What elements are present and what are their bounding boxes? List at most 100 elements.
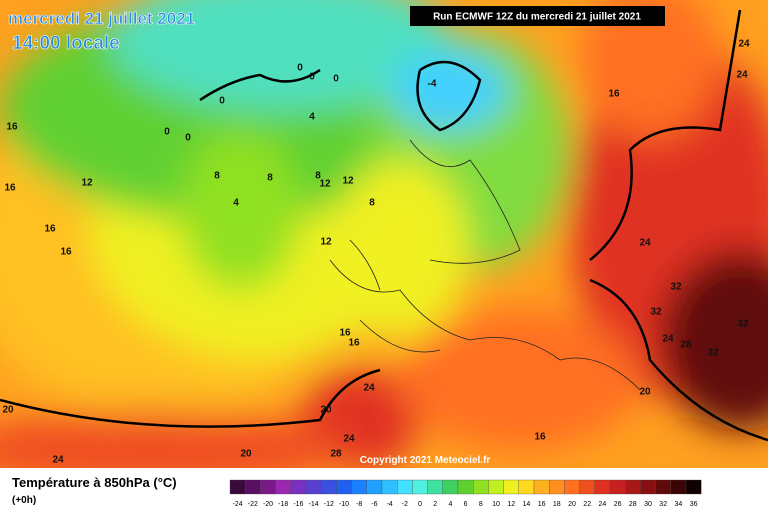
contour-label: 20 — [639, 387, 651, 398]
contour-label: 28 — [680, 340, 692, 351]
scale-tick-label: -10 — [339, 501, 349, 508]
map-title: mercredi 21 juillet 2021 — [8, 9, 195, 28]
scale-swatch — [473, 479, 489, 495]
contour-label: 0 — [164, 127, 170, 138]
scale-swatch — [321, 479, 337, 495]
scale-tick-label: 24 — [599, 501, 607, 508]
scale-tick-label: -20 — [263, 501, 273, 508]
contour-label: 0 — [185, 133, 191, 144]
contour-label: 24 — [738, 39, 750, 50]
contour-label: 8 — [267, 173, 273, 184]
contour-label: 16 — [6, 122, 18, 133]
scale-tick-label: 0 — [418, 501, 422, 508]
scale-swatch — [427, 479, 443, 495]
contour-label: 8 — [315, 171, 321, 182]
contour-label: 32 — [670, 282, 682, 293]
contour-label: 16 — [60, 247, 72, 258]
scale-tick-label: 30 — [644, 501, 652, 508]
scale-tick-label: 8 — [479, 501, 483, 508]
map-time: 14:00 locale — [12, 33, 120, 54]
contour-label: 0 — [219, 96, 225, 107]
scale-tick-label: -2 — [402, 501, 408, 508]
contour-label: -4 — [428, 79, 437, 90]
scale-tick-label: 28 — [629, 501, 637, 508]
contour-label: 20 — [320, 405, 332, 416]
contour-label: 8 — [214, 171, 220, 182]
contour-label: 12 — [319, 179, 331, 190]
contour-label: 32 — [737, 319, 749, 330]
scale-tick-label: -16 — [293, 501, 303, 508]
contour-label: 12 — [342, 176, 354, 187]
scale-swatch — [518, 479, 535, 495]
scale-swatch — [305, 479, 322, 495]
scale-tick-label: -24 — [233, 501, 243, 508]
contour-label: 32 — [707, 348, 719, 359]
legend-title: Température à 850hPa (°C) — [12, 475, 177, 490]
scale-tick-label: 4 — [448, 501, 452, 508]
contour-label: 24 — [52, 455, 64, 466]
scale-tick-label: -22 — [248, 501, 258, 508]
contour-label: 16 — [4, 183, 16, 194]
scale-tick-label: 12 — [507, 501, 515, 508]
scale-swatch — [640, 479, 656, 495]
contour-label: 0 — [297, 63, 303, 74]
scale-tick-label: 14 — [523, 501, 531, 508]
map-field — [0, 0, 768, 490]
scale-tick-label: -8 — [356, 501, 362, 508]
contour-label: 20 — [240, 449, 252, 460]
scale-swatch — [457, 479, 474, 495]
contour-label: 16 — [534, 432, 546, 443]
scale-tick-label: 2 — [433, 501, 437, 508]
contour-label: 0 — [309, 72, 315, 83]
contour-label: 0 — [333, 74, 339, 85]
contour-label: 24 — [662, 334, 674, 345]
scale-swatch — [412, 479, 428, 495]
scale-tick-label: 36 — [690, 501, 698, 508]
scale-swatch — [397, 479, 413, 495]
scale-swatch — [351, 479, 367, 495]
scale-tick-label: 20 — [568, 501, 576, 508]
scale-swatch — [381, 479, 398, 495]
contour-label: 4 — [233, 198, 239, 209]
legend-subtitle: (+0h) — [12, 495, 36, 506]
scale-swatch — [336, 479, 352, 495]
scale-tick-label: -18 — [278, 501, 288, 508]
contour-label: 24 — [363, 383, 375, 394]
scale-swatch — [670, 479, 687, 495]
contour-label: 20 — [2, 405, 14, 416]
scale-swatch — [229, 479, 246, 495]
contour-label: 4 — [309, 112, 315, 123]
scale-swatch — [275, 479, 291, 495]
scale-swatch — [442, 479, 459, 495]
scale-swatch — [625, 479, 641, 495]
contour-label: 24 — [736, 70, 748, 81]
scale-tick-label: -14 — [309, 501, 319, 508]
scale-swatch — [488, 479, 504, 495]
contour-label: 28 — [330, 449, 342, 460]
scale-swatch — [549, 479, 565, 495]
scale-tick-label: 18 — [553, 501, 561, 508]
run-box — [410, 6, 665, 26]
contour-label: 16 — [608, 89, 620, 100]
scale-tick-label: -6 — [371, 501, 377, 508]
contour-label: 8 — [369, 198, 375, 209]
color-scale: -24 -22 -20 -18 -16 -14 -12 -10 -8 -6 -4 -2 0 2 4 6 8 10 1… — [229, 479, 702, 508]
scale-swatch — [290, 479, 307, 495]
scale-tick-label: 26 — [614, 501, 622, 508]
scale-tick-label: 6 — [464, 501, 468, 508]
scale-swatch — [594, 479, 611, 495]
scale-swatch — [564, 479, 580, 495]
scale-swatch — [366, 479, 383, 495]
scale-swatch — [245, 479, 261, 495]
contour-label: 16 — [44, 224, 56, 235]
scale-tick-label: 22 — [583, 501, 591, 508]
contour-label: 24 — [343, 434, 355, 445]
scale-swatch — [685, 479, 702, 495]
copyright: Copyright 2021 Meteociel.fr — [360, 455, 491, 466]
scale-swatch — [260, 479, 276, 495]
scale-tick-label: 34 — [675, 501, 683, 508]
scale-swatch — [503, 479, 519, 495]
